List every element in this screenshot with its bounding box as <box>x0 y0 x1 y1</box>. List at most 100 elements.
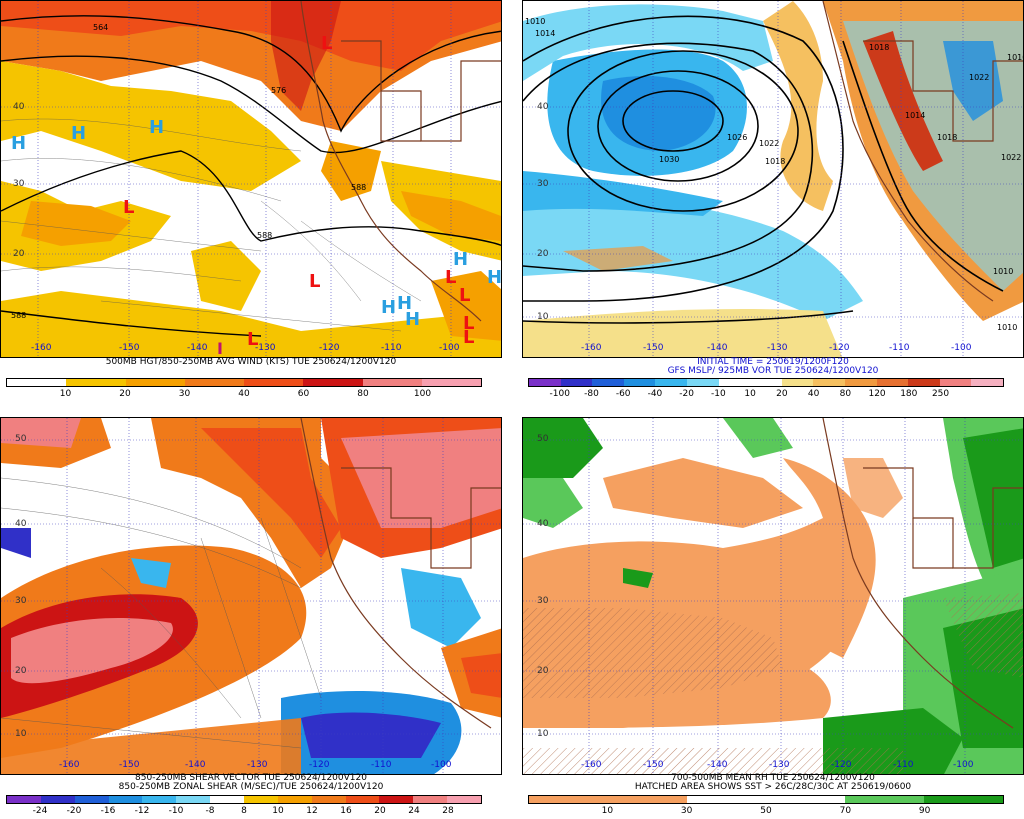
shear-shading-layer <box>1 418 501 774</box>
colorbar-ticks: 10 20 30 40 60 80 100 <box>6 389 482 401</box>
colorbar-tick-label: -16 <box>100 806 116 816</box>
contour-label: 564 <box>93 23 109 32</box>
colorbar-swatch <box>529 796 608 803</box>
colorbar-tick-label: -80 <box>584 389 599 399</box>
isobar-label: 1030 <box>659 155 680 164</box>
lon-label-110: -110 <box>893 760 914 770</box>
colorbar-swatch <box>74 796 109 803</box>
panel3-caption-line1: 850-250MB SHEAR VECTOR TUE 250624/1200V1… <box>135 773 367 783</box>
isobar-label: 1026 <box>727 133 748 142</box>
low-center-marker: L <box>463 327 475 348</box>
low-center-marker: L <box>123 197 135 218</box>
colorbar-swatch <box>244 379 304 386</box>
colorbar-tick-label: 20 <box>776 389 788 399</box>
lat-label-30: 30 <box>537 179 549 189</box>
high-center-marker: H <box>381 297 397 318</box>
lat-label-30: 30 <box>15 596 27 606</box>
colorbar-swatch <box>844 379 877 386</box>
isobar-label: 1022 <box>969 73 990 82</box>
colorbar-swatch <box>40 796 75 803</box>
colorbar-tick-label: -40 <box>647 389 663 399</box>
map-mean-rh: 50 40 30 20 10 -160 -150 -140 -130 -120 … <box>522 417 1024 775</box>
colorbar <box>6 795 482 804</box>
panel-mslp-vorticity: 40 30 20 10 -160 -150 -140 -130 -120 -11… <box>522 0 1024 402</box>
colorbar-tick-label: -10 <box>168 806 184 816</box>
lat-label-40: 40 <box>15 519 27 529</box>
lon-label-150: -150 <box>119 760 140 770</box>
colorbar-tick-label: 8 <box>241 806 247 816</box>
lat-label-10: 10 <box>15 729 27 739</box>
lon-label-150: -150 <box>643 760 664 770</box>
colorbar-swatch <box>781 379 814 386</box>
contour-label: 588 <box>11 311 27 320</box>
colorbar-tick-label: 180 <box>900 389 918 399</box>
low-center-marker: L <box>321 33 333 54</box>
colorbar-swatch <box>876 379 909 386</box>
high-center-marker: H <box>397 293 413 314</box>
vorticity-shading-layer <box>523 1 1023 357</box>
high-center-marker: H <box>405 309 421 330</box>
colorbar-swatch <box>303 379 363 386</box>
low-center-marker: L <box>309 271 321 292</box>
colorbar-swatch <box>421 379 481 386</box>
high-center-marker: H <box>487 267 502 288</box>
colorbar-swatch <box>750 379 782 386</box>
panel-shear: 50 40 30 20 10 -160 -150 -140 -130 -120 … <box>0 417 502 819</box>
colorbar-swatch <box>623 379 656 386</box>
colorbar-tick-label: 12 <box>306 806 318 816</box>
colorbar-swatch <box>971 379 1003 386</box>
lat-label-40: 40 <box>537 519 549 529</box>
colorbar-swatch <box>924 796 1003 803</box>
lon-label-160: -160 <box>581 760 602 770</box>
colorbar-swatch <box>608 796 687 803</box>
colorbar-tick-label: 80 <box>357 389 369 399</box>
lon-label-120: -120 <box>829 343 850 353</box>
low-center-marker: L <box>247 329 259 350</box>
colorbar-tick-label: 28 <box>442 806 454 816</box>
colorbar-swatch <box>184 379 244 386</box>
colorbar-swatch <box>447 796 482 803</box>
isobar-label: 1014 <box>535 29 556 38</box>
wind-shading-layer <box>1 1 501 357</box>
lon-label-100: -100 <box>431 760 452 770</box>
colorbar-tick-label: 20 <box>374 806 386 816</box>
isobar-label: 1014 <box>905 111 926 120</box>
colorbar-swatch <box>244 796 278 803</box>
lon-label-140: -140 <box>185 760 206 770</box>
colorbar-swatch <box>379 796 414 803</box>
panel4-caption-line1: 700-500MB MEAN RH TUE 250624/1200V120 <box>671 773 875 783</box>
lon-label-140: -140 <box>187 343 208 353</box>
panel1-caption: 500MB HGT/850-250MB AVG WIND (KTS) TUE 2… <box>105 357 397 367</box>
colorbar-tick-label: 10 <box>601 806 614 816</box>
colorbar-tick-label: 120 <box>868 389 886 399</box>
lat-label-20: 20 <box>13 249 25 259</box>
lat-label-50: 50 <box>15 434 27 444</box>
lat-label-30: 30 <box>537 596 549 606</box>
contour-label: 588 <box>257 231 273 240</box>
colorbar-swatch <box>766 796 845 803</box>
colorbar-swatch <box>125 379 185 386</box>
colorbar-tick-label: 40 <box>238 389 250 399</box>
colorbar-swatch <box>529 379 561 386</box>
lon-label-160: -160 <box>581 343 602 353</box>
isobar-label: 1010 <box>997 323 1018 332</box>
colorbar-ticks: -100 -80 -60 -40 -20 -10 10 20 40 80 120 180 250 <box>528 389 1004 401</box>
colorbar-swatch <box>176 796 211 803</box>
colorbar-tick-label: -10 <box>711 389 726 399</box>
lon-label-120: -120 <box>831 760 852 770</box>
colorbar-tick-label: 10 <box>744 389 756 399</box>
colorbar-tick-label: 70 <box>839 806 852 816</box>
colorbar-tick-label: 30 <box>680 806 693 816</box>
colorbar-tick-label: 90 <box>918 806 931 816</box>
colorbar-swatch <box>686 379 719 386</box>
colorbar-tick-label: 20 <box>119 389 131 399</box>
colorbar-tick-label: 16 <box>340 806 352 816</box>
colorbar-swatch <box>687 796 766 803</box>
map-500mb-height-wind: 40 30 20 -160 -150 -140 -130 -120 -110 -… <box>0 0 502 358</box>
low-center-marker: L <box>463 313 475 334</box>
colorbar-swatch <box>362 379 422 386</box>
lon-label-120: -120 <box>309 760 330 770</box>
lat-label-20: 20 <box>537 666 549 676</box>
lon-label-120: -120 <box>319 343 340 353</box>
lon-label-130: -130 <box>255 343 276 353</box>
